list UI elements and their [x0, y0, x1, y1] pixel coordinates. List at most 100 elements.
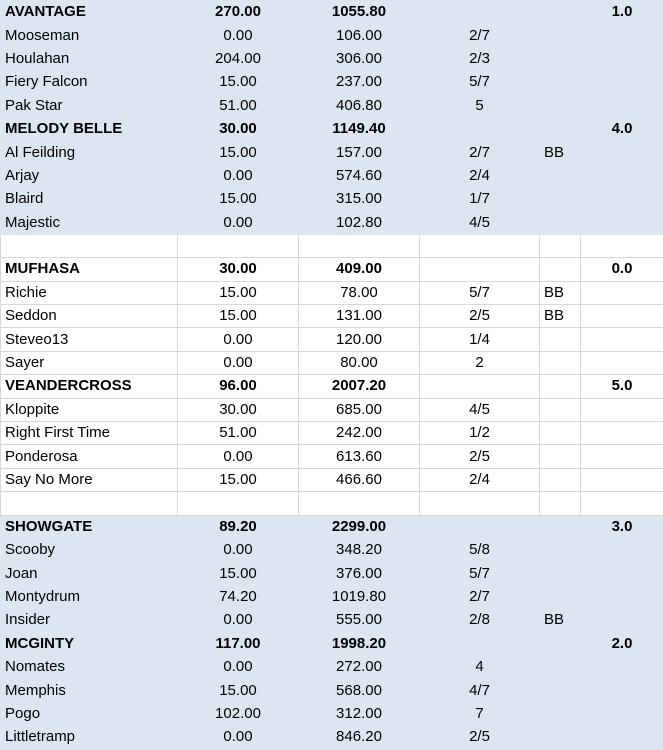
points-cell: [580, 93, 663, 118]
points-cell: 3.0: [580, 514, 663, 539]
points-cell: [580, 491, 663, 516]
ratio-cell: 4/7: [419, 678, 540, 703]
player-row: Say No More 15.00 466.60 2/4: [0, 467, 663, 493]
ratio-cell: 1/2: [419, 421, 540, 446]
name-cell: Houlahan: [0, 46, 178, 72]
total-cell: 406.80: [298, 93, 420, 118]
score-cell: 96.00: [177, 374, 299, 399]
points-cell: [580, 23, 663, 48]
points-cell: [580, 163, 663, 189]
points-cell: [580, 327, 663, 352]
total-cell: 242.00: [298, 421, 420, 446]
name-cell: Right First Time: [0, 421, 178, 446]
score-cell: 74.20: [177, 584, 299, 610]
total-cell: 157.00: [298, 140, 420, 165]
tag-cell: [539, 421, 581, 446]
score-cell: 15.00: [177, 70, 299, 95]
player-row: Seddon 15.00 131.00 2/5 BB: [0, 304, 663, 329]
name-cell: Joan: [0, 561, 178, 586]
tag-cell: [539, 327, 581, 352]
spacer-row: [0, 233, 663, 259]
score-cell: 0.00: [177, 163, 299, 189]
tag-cell: [539, 514, 581, 539]
tag-cell: [539, 187, 581, 212]
player-row: Fiery Falcon 15.00 237.00 5/7: [0, 70, 663, 95]
name-cell: Richie: [0, 280, 178, 306]
total-cell: 466.60: [298, 467, 420, 493]
score-cell: 0.00: [177, 350, 299, 376]
ratio-cell: [419, 514, 540, 539]
team-row: AVANTAGE 270.00 1055.80 1.0: [0, 0, 663, 25]
player-row: Pak Star 51.00 406.80 5: [0, 93, 663, 118]
player-row: Nomates 0.00 272.00 4: [0, 654, 663, 680]
points-cell: [580, 140, 663, 165]
score-cell: 15.00: [177, 467, 299, 493]
score-cell: 30.00: [177, 257, 299, 282]
name-cell: Memphis: [0, 678, 178, 703]
player-row: Majestic 0.00 102.80 4/5: [0, 210, 663, 235]
tag-cell: BB: [539, 140, 581, 165]
total-cell: 846.20: [298, 725, 420, 750]
ratio-cell: 2/7: [419, 23, 540, 48]
total-cell: 315.00: [298, 187, 420, 212]
name-cell: Littletramp: [0, 725, 178, 750]
name-cell: Ponderosa: [0, 444, 178, 469]
total-cell: 613.60: [298, 444, 420, 469]
ratio-cell: 2/5: [419, 725, 540, 750]
points-cell: [580, 46, 663, 72]
tag-cell: [539, 397, 581, 423]
points-cell: [580, 70, 663, 95]
name-cell: Say No More: [0, 467, 178, 493]
score-cell: 0.00: [177, 23, 299, 48]
total-cell: 685.00: [298, 397, 420, 423]
score-cell: 0.00: [177, 210, 299, 235]
score-cell: 117.00: [177, 631, 299, 656]
points-cell: [580, 537, 663, 563]
ratio-cell: [419, 257, 540, 282]
ratio-cell: 2/5: [419, 444, 540, 469]
ratio-cell: 2/3: [419, 46, 540, 72]
total-cell: [298, 491, 420, 516]
ratio-cell: 5: [419, 93, 540, 118]
total-cell: 1149.40: [298, 116, 420, 142]
total-cell: 306.00: [298, 46, 420, 72]
name-cell: VEANDERCROSS: [0, 374, 178, 399]
ratio-cell: 1/4: [419, 327, 540, 352]
player-row: Pogo 102.00 312.00 7: [0, 701, 663, 727]
tag-cell: [539, 374, 581, 399]
score-cell: 0.00: [177, 608, 299, 633]
spacer-row: [0, 491, 663, 516]
ratio-cell: 2/7: [419, 140, 540, 165]
points-cell: [580, 280, 663, 306]
tag-cell: [539, 561, 581, 586]
score-cell: 30.00: [177, 116, 299, 142]
points-cell: [580, 701, 663, 727]
total-cell: 555.00: [298, 608, 420, 633]
player-row: Ponderosa 0.00 613.60 2/5: [0, 444, 663, 469]
player-row: Montydrum 74.20 1019.80 2/7: [0, 584, 663, 610]
score-cell: 102.00: [177, 701, 299, 727]
points-cell: [580, 654, 663, 680]
ratio-cell: 2/5: [419, 304, 540, 329]
name-cell: Pogo: [0, 701, 178, 727]
player-row: Joan 15.00 376.00 5/7: [0, 561, 663, 586]
name-cell: Montydrum: [0, 584, 178, 610]
points-cell: [580, 397, 663, 423]
ratio-cell: 4/5: [419, 397, 540, 423]
name-cell: Al Feilding: [0, 140, 178, 165]
tag-cell: [539, 93, 581, 118]
name-cell: Blaird: [0, 187, 178, 212]
team-row: MELODY BELLE 30.00 1149.40 4.0: [0, 116, 663, 142]
points-cell: 0.0: [580, 257, 663, 282]
total-cell: 272.00: [298, 654, 420, 680]
ratio-cell: 1/7: [419, 187, 540, 212]
tag-cell: [539, 467, 581, 493]
ratio-cell: 4/5: [419, 210, 540, 235]
tag-cell: [539, 701, 581, 727]
score-cell: 15.00: [177, 280, 299, 306]
points-cell: [580, 187, 663, 212]
ratio-cell: 2/8: [419, 608, 540, 633]
ratio-cell: [419, 233, 540, 259]
score-cell: 204.00: [177, 46, 299, 72]
